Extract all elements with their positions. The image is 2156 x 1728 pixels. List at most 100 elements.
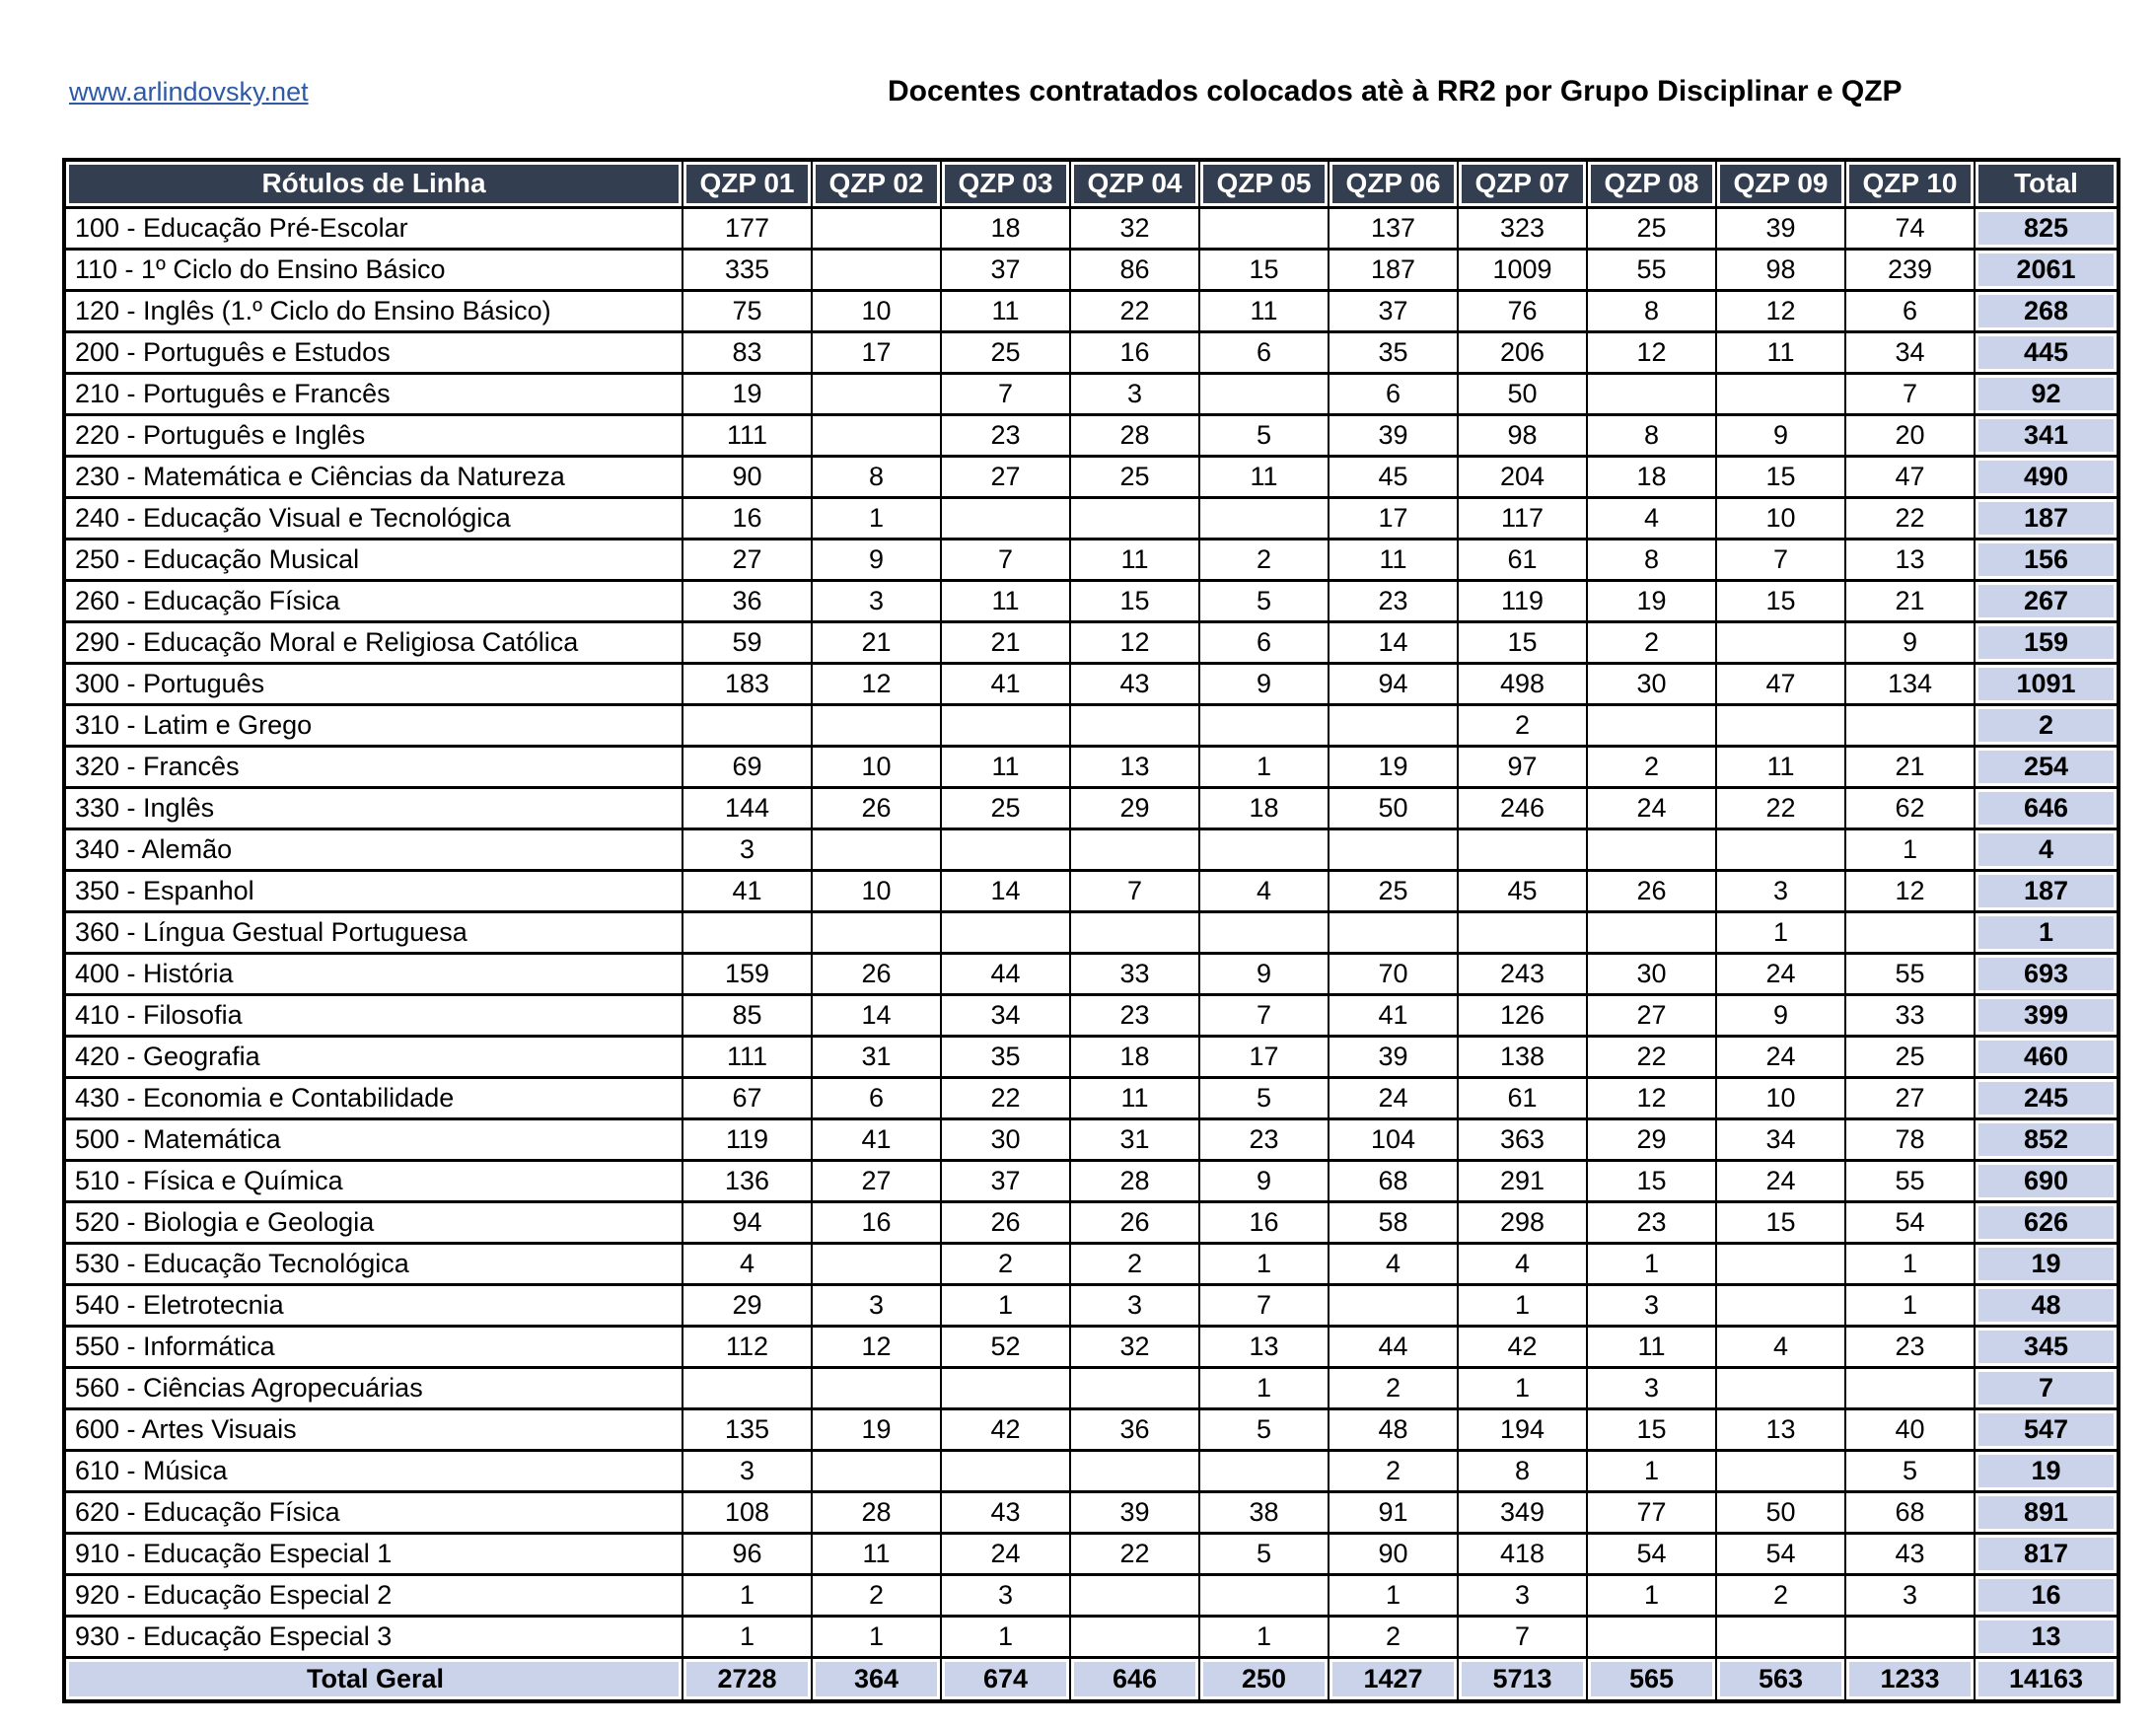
data-cell: 17 [1328,495,1459,540]
data-cell: 6 [1198,329,1330,375]
data-cell [940,1448,1071,1493]
data-cell: 31 [1069,1116,1200,1162]
row-label: 220 - Português e Inglês [63,412,683,458]
data-cell: 76 [1457,288,1588,333]
data-cell [1844,1614,1976,1659]
grand-total-cell: 14163 [1974,1655,2120,1703]
data-cell: 2 [1328,1365,1459,1410]
data-cell: 12 [1715,288,1846,333]
data-cell: 41 [811,1116,942,1162]
row-label: 120 - Inglês (1.º Ciclo do Ensino Básico… [63,288,683,333]
data-cell: 13 [1844,537,1976,582]
data-cell: 108 [682,1489,813,1535]
table-row: 100 - Educação Pré-Escolar 177 18 32 137 323 2… [63,205,2120,251]
data-cell: 7 [1457,1614,1588,1659]
data-cell: 11 [1069,1075,1200,1120]
data-cell: 11 [1069,537,1200,582]
data-cell: 21 [1844,578,1976,623]
data-cell [1715,371,1846,416]
data-cell [811,909,942,955]
data-cell: 3 [682,827,813,872]
data-cell [811,205,942,251]
data-cell [1586,702,1717,748]
data-cell: 11 [1328,537,1459,582]
data-cell: 96 [682,1531,813,1576]
data-cell: 25 [940,785,1071,830]
data-cell: 30 [1586,951,1717,996]
data-cell: 91 [1328,1489,1459,1535]
data-cell: 23 [1844,1324,1976,1369]
row-total-cell: 19 [1974,1448,2120,1493]
row-label: 920 - Educação Especial 2 [63,1572,683,1618]
row-label: 290 - Educação Moral e Religiosa Católic… [63,619,683,665]
data-cell: 10 [811,288,942,333]
data-cell: 2 [1328,1448,1459,1493]
data-cell [940,495,1071,540]
data-cell: 50 [1328,785,1459,830]
row-label: 550 - Informática [63,1324,683,1369]
total-row-cell: 250 [1198,1655,1330,1703]
row-total-cell: 825 [1974,205,2120,251]
row-total-cell: 48 [1974,1282,2120,1328]
row-label: 620 - Educação Física [63,1489,683,1535]
data-cell: 90 [682,454,813,499]
table-row: 120 - Inglês (1.º Ciclo do Ensino Básico… [63,288,2120,333]
site-link[interactable]: www.arlindovsky.net [69,77,309,107]
data-cell: 98 [1457,412,1588,458]
data-cell: 10 [1715,495,1846,540]
data-cell: 5 [1198,412,1330,458]
data-cell: 194 [1457,1406,1588,1452]
data-cell: 98 [1715,247,1846,292]
row-label: 360 - Língua Gestual Portuguesa [63,909,683,955]
data-cell [682,1365,813,1410]
data-cell: 117 [1457,495,1588,540]
data-cell: 11 [1715,329,1846,375]
data-cell: 7 [940,537,1071,582]
table-row: 310 - Latim e Grego 2 2 [63,702,2120,748]
data-cell: 16 [811,1199,942,1245]
data-cell [1069,827,1200,872]
data-cell: 69 [682,744,813,789]
data-cell: 28 [1069,412,1200,458]
table-footer: Total Geral 2728 364 674 646 250 1427 5713 565 56… [63,1655,2120,1703]
column-header-qzp-03: QZP 03 [940,158,1071,209]
data-cell [940,702,1071,748]
data-cell: 7 [1198,1282,1330,1328]
data-cell: 2 [811,1572,942,1618]
data-cell: 11 [811,1531,942,1576]
data-cell [1328,1282,1459,1328]
data-cell: 41 [940,661,1071,706]
data-cell: 3 [1457,1572,1588,1618]
data-cell: 5 [1198,1075,1330,1120]
table-row: 410 - Filosofia 85 14 34 23 7 41 126 27 9 33 399 [63,992,2120,1038]
data-cell: 9 [1715,992,1846,1038]
data-cell: 22 [1844,495,1976,540]
data-cell: 5 [1844,1448,1976,1493]
data-cell [1198,495,1330,540]
column-header-total: Total [1974,158,2120,209]
data-cell: 4 [1198,868,1330,913]
data-cell: 1 [1457,1282,1588,1328]
table-row: 400 - História 159 26 44 33 9 70 243 30 24 55 693 [63,951,2120,996]
data-cell: 1 [1198,1614,1330,1659]
row-label: 540 - Eletrotecnia [63,1282,683,1328]
data-cell: 349 [1457,1489,1588,1535]
data-cell: 2 [1586,619,1717,665]
data-cell: 138 [1457,1034,1588,1079]
data-cell: 39 [1328,412,1459,458]
row-total-cell: 345 [1974,1324,2120,1369]
data-cell: 47 [1844,454,1976,499]
row-total-cell: 547 [1974,1406,2120,1452]
table-row: 220 - Português e Inglês 111 23 28 5 39 98 8 9 20… [63,412,2120,458]
table-row: 620 - Educação Física 108 28 43 39 38 91 349 77 5… [63,1489,2120,1535]
table-row: 420 - Geografia 111 31 35 18 17 39 138 22 24 25 460 [63,1034,2120,1079]
row-label: 410 - Filosofia [63,992,683,1038]
table-row: 500 - Matemática 119 41 30 31 23 104 363 29 34 78 8… [63,1116,2120,1162]
data-cell: 15 [1586,1406,1717,1452]
data-cell: 61 [1457,1075,1588,1120]
data-cell: 90 [1328,1531,1459,1576]
data-cell: 29 [682,1282,813,1328]
data-cell: 78 [1844,1116,1976,1162]
data-cell: 291 [1457,1158,1588,1203]
data-cell: 29 [1069,785,1200,830]
